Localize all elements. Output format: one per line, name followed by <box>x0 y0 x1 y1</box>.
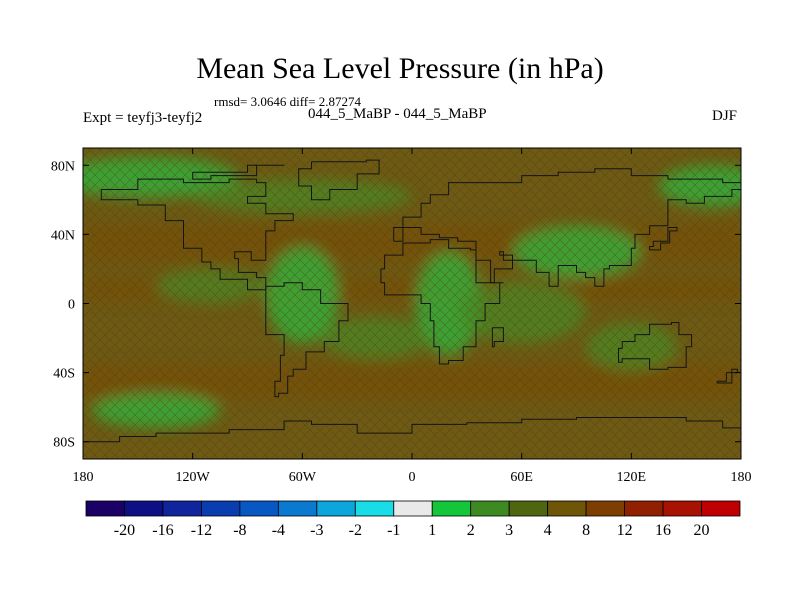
colorbar-box <box>547 500 587 517</box>
colorbar-label: -16 <box>152 522 173 539</box>
stats-line: rmsd= 3.0646 diff= 2.87274 <box>214 94 361 109</box>
x-tick-label: 0 <box>409 470 416 485</box>
colorbar-label: 20 <box>694 522 710 539</box>
colorbar-box <box>201 500 241 517</box>
y-tick-label: 40N <box>51 228 75 243</box>
colorbar-label: 2 <box>467 522 475 539</box>
colorbar-box <box>277 500 318 517</box>
colorbar-label: 8 <box>582 522 590 539</box>
season-label: DJF <box>712 108 738 124</box>
coastline-greenland <box>298 159 380 201</box>
colorbar-box <box>508 500 549 517</box>
coastline-new-zealand <box>716 368 738 384</box>
colorbar-box <box>316 500 356 517</box>
colorbar-box <box>354 500 395 517</box>
colorbar-label: -20 <box>114 522 135 539</box>
coastline-madagascar <box>491 327 504 348</box>
coastline-africa <box>380 239 504 365</box>
colorbar-box <box>239 500 279 517</box>
colorbar-label: -12 <box>191 522 212 539</box>
colorbar-box <box>470 500 510 517</box>
colorbar-box <box>124 500 164 517</box>
x-tick-label: 180 <box>73 470 94 485</box>
colorbar-box <box>624 500 664 517</box>
y-tick-label: 0 <box>68 298 75 313</box>
x-axis: 180 120W 60W 0 60E 120E 180 <box>73 148 752 485</box>
coastline-north-america <box>100 178 294 291</box>
x-tick-label: 60E <box>510 470 533 485</box>
colorbar-label: -8 <box>233 522 246 539</box>
colorbar-box <box>162 500 202 517</box>
colorbar-label: 1 <box>428 522 436 539</box>
x-tick-label: 60W <box>289 470 317 485</box>
coastline-arctic-islands <box>192 164 285 180</box>
colorbar-label: -4 <box>272 522 285 539</box>
x-tick-label: 180 <box>731 470 752 485</box>
colorbar-box <box>585 500 625 517</box>
colorbar-box <box>662 500 702 517</box>
colorbar-box <box>393 500 433 517</box>
coastline-japan <box>649 227 678 251</box>
colorbar-label: -3 <box>310 522 323 539</box>
y-tick-label: 80N <box>51 159 75 174</box>
colorbar-label: -2 <box>349 522 362 539</box>
colorbar-label: 12 <box>617 522 633 539</box>
y-tick-label: 80S <box>53 436 75 451</box>
experiment-label: Expt = teyfj3-teyfj2 <box>83 110 203 126</box>
colorbar-label: 4 <box>544 522 552 539</box>
coastline-australia <box>618 322 693 370</box>
experiment-names: 044_5_MaBP - 044_5_MaBP <box>308 106 487 122</box>
x-tick-label: 120E <box>617 470 647 485</box>
colorbar-label: 16 <box>655 522 671 539</box>
colorbar-label: -1 <box>387 522 400 539</box>
y-axis: 80N 40N 0 40S 80S <box>51 159 741 451</box>
pressure-field <box>83 148 741 459</box>
coastline-antarctica <box>83 417 741 443</box>
coastlines <box>83 159 741 443</box>
colorbar-box <box>701 500 741 517</box>
y-tick-label: 40S <box>53 367 75 382</box>
significance-hatching <box>83 148 741 459</box>
coastline-south-america <box>265 282 349 398</box>
chart-title: Mean Sea Level Pressure (in hPa) <box>196 52 604 85</box>
colorbar-box <box>431 500 472 517</box>
colorbar-label: 3 <box>505 522 513 539</box>
colorbar: -20 -16 -12 -8 -4 -3 -2 -1 1 2 3 4 8 12 16 20 <box>85 500 741 539</box>
coastline-europe-asia <box>393 168 741 287</box>
colorbar-box <box>85 500 125 517</box>
x-tick-label: 120W <box>176 470 211 485</box>
